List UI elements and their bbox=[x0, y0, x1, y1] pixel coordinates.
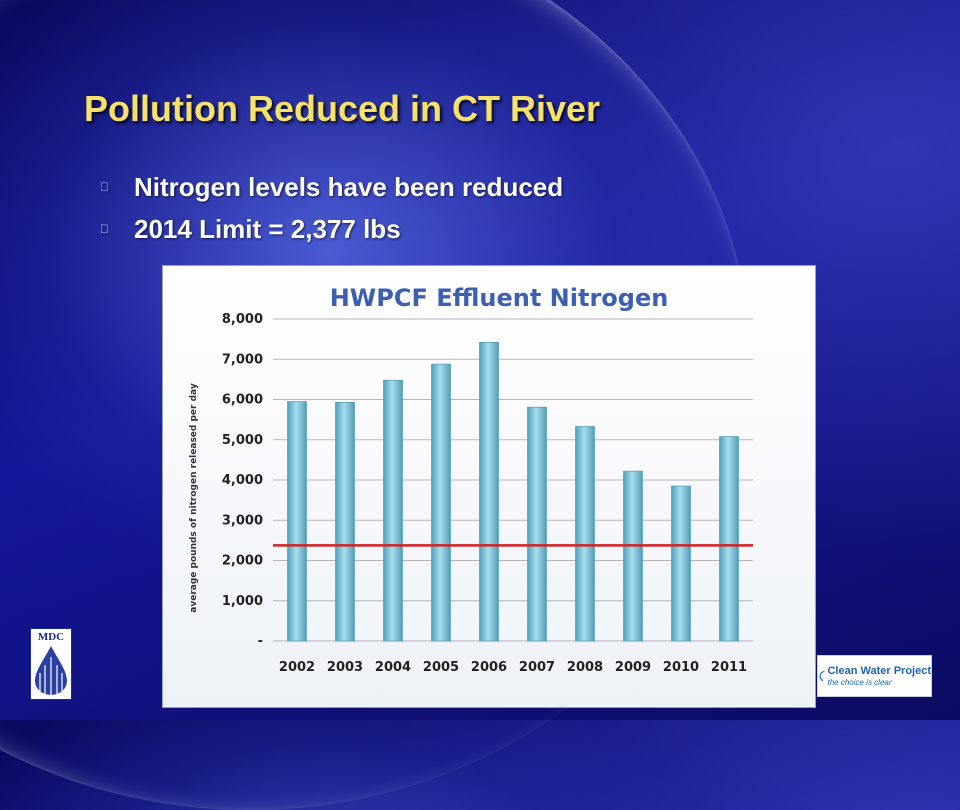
swoosh-icon bbox=[819, 670, 825, 682]
bar bbox=[383, 379, 403, 642]
x-tick-label: 2004 bbox=[375, 660, 411, 675]
bullet-item:  Nitrogen levels have been reduced bbox=[100, 166, 563, 208]
y-axis-label: average pounds of nitrogen released per … bbox=[189, 383, 199, 613]
y-tick-label: 6,000 bbox=[222, 393, 263, 408]
bar bbox=[431, 363, 451, 642]
x-tick-label: 2005 bbox=[423, 660, 459, 675]
clean-water-project-logo: Clean Water Project the choice is clear bbox=[817, 655, 932, 697]
slide-title: Pollution Reduced in CT River bbox=[84, 88, 601, 129]
chart-frame: HWPCF Effluent Nitrogen average pounds o… bbox=[162, 265, 816, 708]
y-tick-label: 2,000 bbox=[222, 554, 263, 569]
mdc-logo: MDC bbox=[30, 628, 72, 700]
y-tick-label: 3,000 bbox=[222, 513, 263, 528]
x-tick-label: 2009 bbox=[615, 660, 651, 675]
y-tick-label: 8,000 bbox=[222, 312, 263, 327]
y-tick-label: 5,000 bbox=[222, 433, 263, 448]
y-tick-label: 1,000 bbox=[222, 594, 263, 609]
mdc-logo-label: MDC bbox=[37, 631, 65, 643]
bullet-icon:  bbox=[100, 222, 134, 236]
chart-title: HWPCF Effluent Nitrogen bbox=[330, 284, 669, 312]
bar bbox=[623, 470, 643, 642]
x-tick-label: 2007 bbox=[519, 660, 555, 675]
bullet-icon:  bbox=[100, 180, 134, 194]
water-drop-icon bbox=[35, 646, 67, 696]
bullet-text: Nitrogen levels have been reduced bbox=[134, 171, 564, 202]
clean-water-project-name: Clean Water Project bbox=[827, 664, 931, 677]
bullet-text: 2014 Limit = 2,377 lbs bbox=[134, 213, 401, 244]
bar bbox=[527, 406, 547, 642]
bullet-list:  Nitrogen levels have been reduced  20… bbox=[100, 166, 563, 250]
x-tick-label: 2006 bbox=[471, 660, 507, 675]
bar bbox=[287, 401, 307, 642]
x-tick-label: 2002 bbox=[279, 660, 315, 675]
bar bbox=[575, 426, 595, 642]
bar bbox=[479, 342, 499, 642]
y-tick-label: 4,000 bbox=[222, 473, 263, 488]
bar bbox=[671, 485, 691, 642]
bar bbox=[719, 436, 739, 642]
y-tick-label: - bbox=[258, 634, 263, 649]
x-tick-label: 2010 bbox=[663, 660, 699, 675]
x-tick-label: 2011 bbox=[711, 660, 747, 675]
y-tick-label: 7,000 bbox=[222, 352, 263, 367]
x-tick-label: 2008 bbox=[567, 660, 603, 675]
bar bbox=[335, 402, 355, 642]
x-tick-label: 2003 bbox=[327, 660, 363, 675]
clean-water-project-tagline: the choice is clear bbox=[827, 677, 892, 687]
bullet-item:  2014 Limit = 2,377 lbs bbox=[100, 208, 563, 250]
nitrogen-bar-chart: HWPCF Effluent Nitrogen average pounds o… bbox=[163, 266, 815, 707]
